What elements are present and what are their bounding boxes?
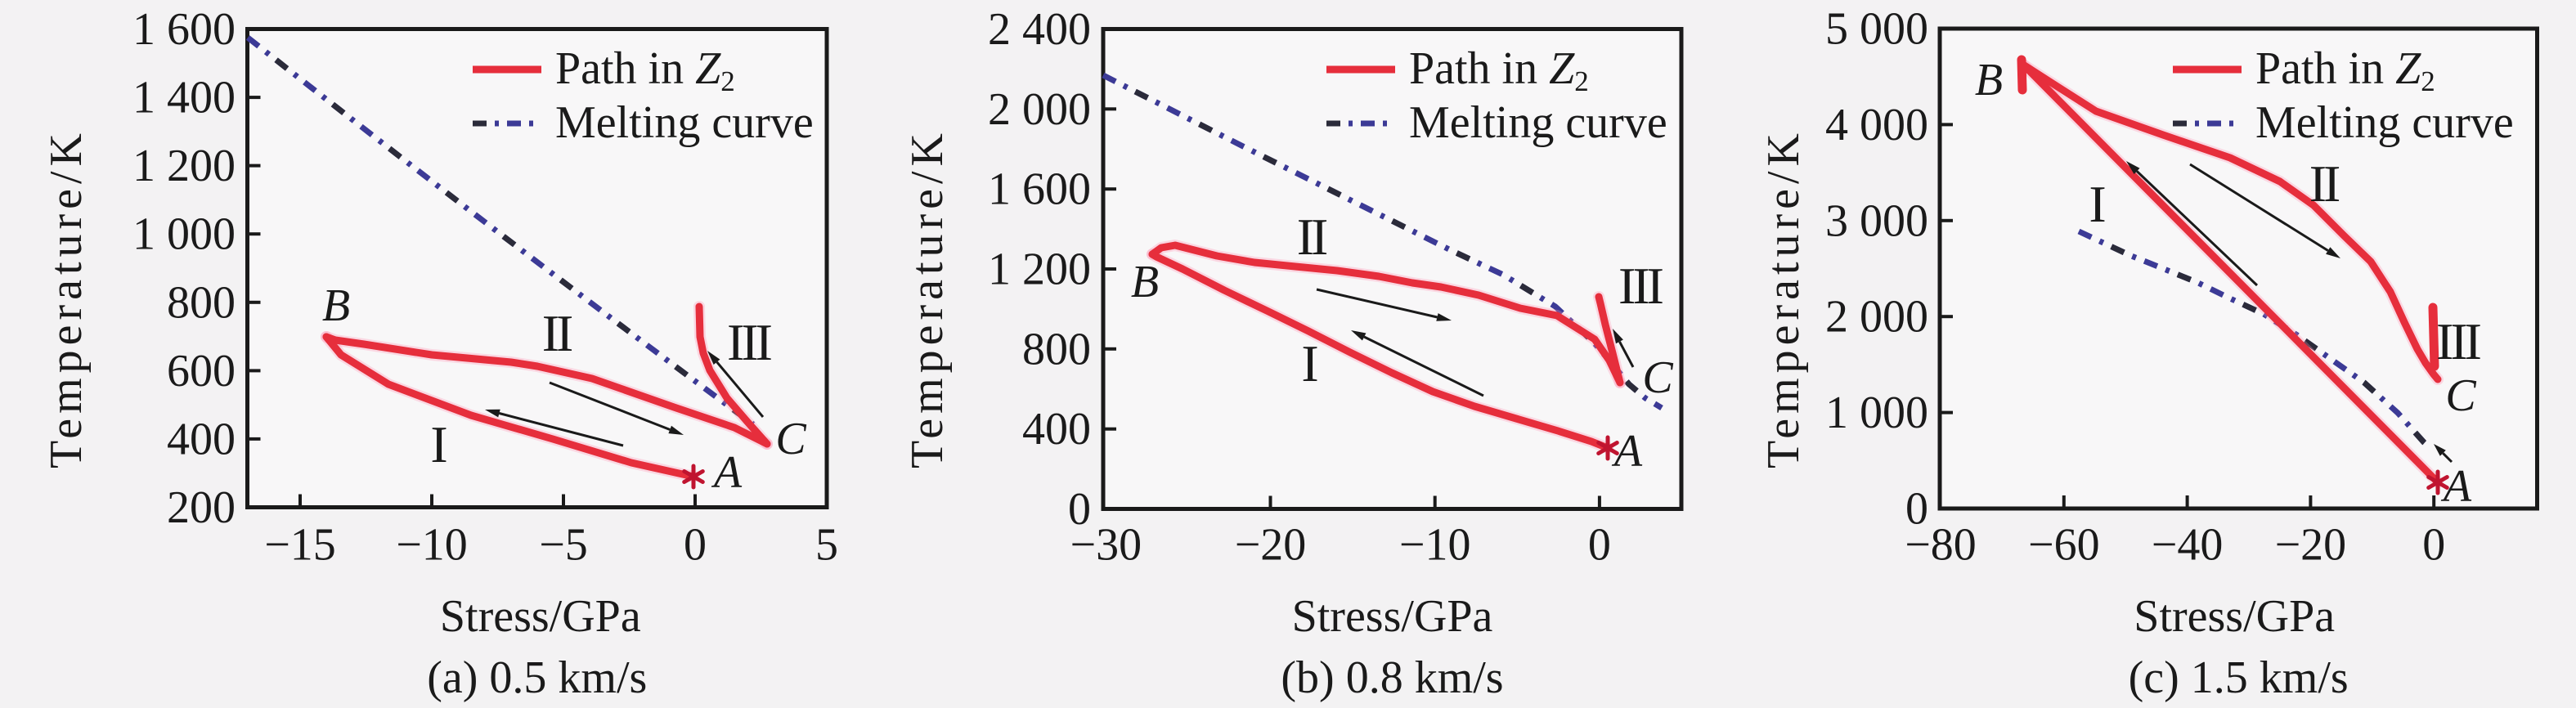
svg-text:A: A (2440, 461, 2472, 512)
svg-text:400: 400 (167, 414, 236, 464)
svg-text:1 600: 1 600 (988, 164, 1091, 215)
svg-text:−15: −15 (264, 520, 336, 571)
svg-text:2 000: 2 000 (988, 84, 1091, 135)
svg-text:−60: −60 (2028, 520, 2100, 571)
svg-text:III: III (2436, 312, 2481, 370)
svg-text:Melting curve: Melting curve (555, 97, 814, 148)
svg-text:400: 400 (1022, 404, 1091, 455)
svg-text:III: III (727, 313, 772, 371)
svg-text:Stress/GPa: Stress/GPa (2134, 591, 2335, 642)
svg-text:2 000: 2 000 (1825, 292, 1928, 343)
svg-text:−5: −5 (539, 520, 588, 571)
svg-text:Melting curve: Melting curve (2255, 97, 2514, 148)
svg-text:Path in Z2: Path in Z2 (1409, 43, 1589, 97)
svg-text:II: II (2309, 155, 2340, 213)
svg-text:800: 800 (167, 277, 236, 328)
svg-text:II: II (542, 304, 572, 362)
svg-text:800: 800 (1022, 324, 1091, 374)
svg-text:I: I (2089, 175, 2105, 233)
svg-text:600: 600 (167, 346, 236, 397)
svg-text:1 600: 1 600 (132, 4, 236, 55)
svg-text:−10: −10 (1399, 520, 1471, 571)
svg-text:III: III (1618, 257, 1663, 315)
svg-text:B: B (1975, 55, 2003, 105)
svg-text:C: C (775, 414, 806, 464)
svg-text:−40: −40 (2152, 520, 2224, 571)
svg-text:−20: −20 (1235, 520, 1307, 571)
svg-text:Path in Z2: Path in Z2 (555, 43, 735, 97)
svg-text:−30: −30 (1070, 520, 1142, 571)
svg-text:0: 0 (2422, 520, 2445, 571)
svg-text:I: I (1301, 334, 1317, 392)
svg-text:−20: −20 (2275, 520, 2347, 571)
svg-text:200: 200 (167, 482, 236, 533)
svg-text:0: 0 (1068, 484, 1091, 535)
svg-text:5 000: 5 000 (1825, 4, 1928, 55)
svg-text:II: II (1297, 208, 1327, 266)
svg-text:1 200: 1 200 (988, 244, 1091, 295)
svg-text:0: 0 (1588, 520, 1611, 571)
svg-text:1 400: 1 400 (132, 73, 236, 123)
svg-text:1 000: 1 000 (132, 209, 236, 260)
svg-text:−10: −10 (396, 520, 468, 571)
svg-text:1 000: 1 000 (1825, 388, 1928, 438)
svg-text:(a) 0.5 km/s: (a) 0.5 km/s (427, 652, 647, 703)
svg-text:0: 0 (684, 520, 707, 571)
svg-text:B: B (322, 280, 350, 331)
svg-text:−80: −80 (1905, 520, 1977, 571)
svg-text:2 400: 2 400 (988, 4, 1091, 55)
svg-text:B: B (1131, 257, 1159, 307)
svg-text:3 000: 3 000 (1825, 195, 1928, 246)
svg-text:A: A (1611, 426, 1643, 477)
svg-text:(b) 0.8 km/s: (b) 0.8 km/s (1281, 652, 1503, 703)
svg-text:0: 0 (1905, 484, 1928, 535)
svg-text:C: C (1642, 352, 1673, 403)
svg-text:I: I (430, 415, 447, 473)
svg-text:Stress/GPa: Stress/GPa (1292, 591, 1493, 642)
svg-text:(c) 1.5 km/s: (c) 1.5 km/s (2129, 652, 2349, 703)
svg-text:A: A (711, 447, 743, 498)
svg-text:4 000: 4 000 (1825, 100, 1928, 150)
svg-text:Melting curve: Melting curve (1409, 97, 1667, 148)
svg-text:Stress/GPa: Stress/GPa (440, 591, 641, 642)
svg-text:5: 5 (815, 520, 838, 571)
svg-text:Path in Z2: Path in Z2 (2255, 43, 2435, 97)
svg-text:1 200: 1 200 (132, 141, 236, 191)
svg-text:C: C (2445, 370, 2476, 421)
